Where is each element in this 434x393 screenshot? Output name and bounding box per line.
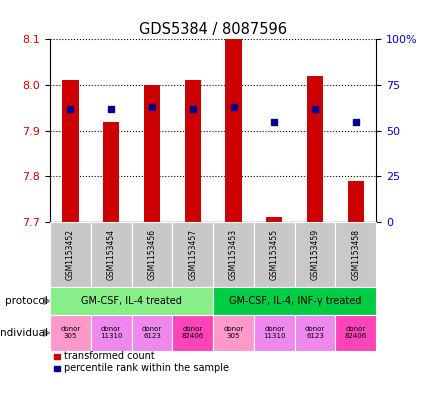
Title: GDS5384 / 8087596: GDS5384 / 8087596: [139, 22, 286, 37]
Bar: [266, 217, 282, 222]
Text: GM-CSF, IL-4, INF-γ treated: GM-CSF, IL-4, INF-γ treated: [228, 296, 360, 306]
Text: GSM1153459: GSM1153459: [310, 229, 319, 280]
Text: individual: individual: [0, 328, 48, 338]
Text: GSM1153454: GSM1153454: [106, 229, 115, 280]
Text: GSM1153453: GSM1153453: [229, 229, 237, 280]
Text: donor
11310: donor 11310: [263, 326, 285, 340]
Text: donor
6123: donor 6123: [304, 326, 325, 340]
Text: donor
11310: donor 11310: [100, 326, 122, 340]
Text: GSM1153452: GSM1153452: [66, 229, 75, 280]
Text: donor
82406: donor 82406: [344, 326, 366, 340]
Bar: [144, 85, 160, 222]
Text: protocol: protocol: [5, 296, 48, 306]
Text: GM-CSF, IL-4 treated: GM-CSF, IL-4 treated: [81, 296, 181, 306]
Text: GSM1153456: GSM1153456: [147, 229, 156, 280]
Text: donor
6123: donor 6123: [141, 326, 162, 340]
Text: GSM1153457: GSM1153457: [188, 229, 197, 280]
Text: donor
305: donor 305: [60, 326, 80, 340]
Text: donor
305: donor 305: [223, 326, 243, 340]
Text: transformed count: transformed count: [63, 351, 154, 362]
Bar: [184, 81, 201, 222]
Bar: [225, 39, 241, 222]
Text: GSM1153455: GSM1153455: [269, 229, 278, 280]
Bar: [347, 181, 363, 222]
Bar: [62, 81, 79, 222]
Bar: [306, 76, 322, 222]
Bar: [103, 121, 119, 222]
Text: GSM1153458: GSM1153458: [351, 229, 359, 280]
Text: percentile rank within the sample: percentile rank within the sample: [63, 363, 228, 373]
Text: donor
82406: donor 82406: [181, 326, 204, 340]
